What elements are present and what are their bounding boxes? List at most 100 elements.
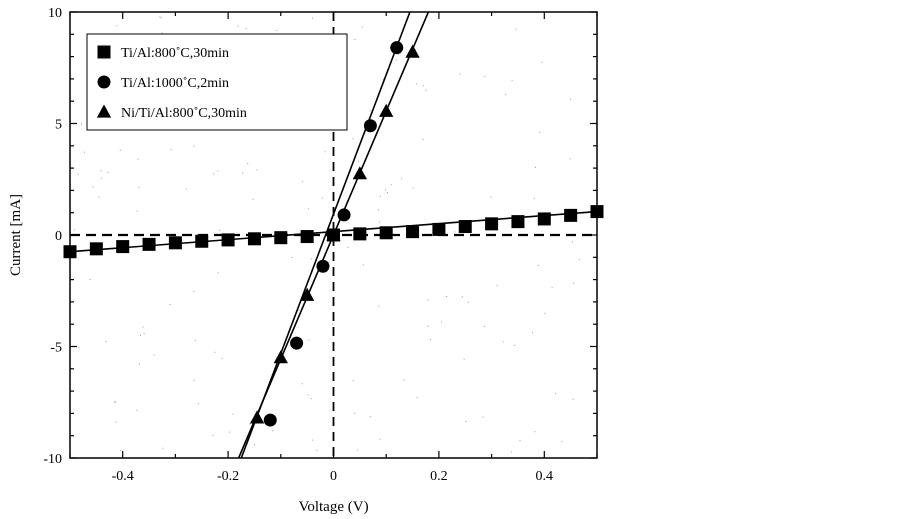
data-points xyxy=(63,41,604,427)
speckle-dot xyxy=(561,440,563,442)
speckle-dot xyxy=(569,158,571,160)
speckle-dot xyxy=(415,83,417,85)
speckle-dot xyxy=(332,323,334,325)
y-tick-label: 5 xyxy=(55,118,62,133)
speckle-dot xyxy=(81,123,82,125)
speckle-dot xyxy=(572,398,574,400)
speckle-dot xyxy=(463,358,465,360)
speckle-dot xyxy=(193,379,195,381)
speckle-dot xyxy=(136,409,138,411)
speckle-dot xyxy=(217,170,219,172)
speckle-dot xyxy=(105,340,107,342)
speckle-dot xyxy=(212,434,214,436)
legend-label-3: Ni/Ti/Al:800˚C,30min xyxy=(121,106,247,121)
speckle-dot xyxy=(308,339,310,341)
speckle-dot xyxy=(245,28,247,29)
data-point-series-1 xyxy=(247,232,261,246)
speckle-dot xyxy=(533,198,535,200)
speckle-dot xyxy=(143,333,145,335)
speckle-dot xyxy=(490,196,492,198)
y-tick-label: 10 xyxy=(48,6,62,21)
speckle-dot xyxy=(114,400,116,402)
speckle-dot xyxy=(555,392,556,394)
speckle-dot xyxy=(425,89,427,91)
legend-label-1: Ti/Al:800˚C,30min xyxy=(121,46,229,61)
speckle-dot xyxy=(379,438,381,440)
data-point-series-3 xyxy=(300,287,315,301)
speckle-dot xyxy=(276,30,278,31)
data-point-series-2 xyxy=(337,208,351,222)
speckle-dot xyxy=(229,431,231,433)
speckle-dot xyxy=(362,264,364,266)
speckle-dot xyxy=(89,279,91,280)
speckle-dot xyxy=(347,246,349,248)
data-point-series-1 xyxy=(195,234,209,248)
legend-marker-3 xyxy=(96,104,112,118)
speckle-dot xyxy=(252,198,254,200)
legend-box xyxy=(86,33,348,131)
data-point-series-1 xyxy=(379,226,393,240)
speckle-dot xyxy=(484,75,486,77)
speckle-dot xyxy=(378,209,379,211)
data-point-series-1 xyxy=(221,233,235,247)
speckle-dot xyxy=(570,98,571,100)
speckle-dot xyxy=(465,421,467,422)
speckle-dot xyxy=(120,449,122,451)
speckle-dot xyxy=(369,416,371,418)
x-tick-label: -0.2 xyxy=(217,469,239,484)
speckle-dot xyxy=(354,39,356,40)
speckle-dot xyxy=(496,285,498,287)
data-point-series-1 xyxy=(564,208,578,222)
data-point-series-1 xyxy=(168,236,182,250)
y-tick-label: -10 xyxy=(43,452,62,467)
speckle-dot xyxy=(159,16,161,18)
speckle-dot xyxy=(311,439,313,441)
speckle-dot xyxy=(161,32,163,34)
y-tick-label: 0 xyxy=(55,229,62,244)
speckle-dot xyxy=(249,423,251,425)
data-point-series-1 xyxy=(458,220,472,234)
speckle-dot xyxy=(519,440,521,442)
legend: Ti/Al:800˚C,30min Ti/Al:1000˚C,2min Ni/Ti/… xyxy=(86,33,348,131)
speckle-dot xyxy=(328,261,330,263)
speckle-dot xyxy=(352,379,354,381)
speckle-dot xyxy=(412,187,414,189)
speckle-dot xyxy=(242,172,243,174)
data-point-series-2 xyxy=(263,413,277,427)
speckle-dot xyxy=(170,149,172,151)
speckle-dot xyxy=(441,321,442,323)
data-point-series-1 xyxy=(485,217,499,231)
speckle-dot xyxy=(385,189,386,191)
speckle-dot xyxy=(354,412,356,414)
data-point-series-1 xyxy=(89,242,103,256)
speckle-dot xyxy=(502,341,504,343)
speckle-dot xyxy=(322,197,324,199)
speckle-dot xyxy=(74,229,76,231)
speckle-dot xyxy=(217,272,219,274)
speckle-dot xyxy=(169,304,171,305)
data-point-series-1 xyxy=(511,215,525,229)
speckle-dot xyxy=(535,166,536,168)
speckle-dot xyxy=(298,309,300,311)
speckle-dot xyxy=(100,177,102,179)
speckle-dot xyxy=(534,431,536,433)
speckle-dot xyxy=(185,188,187,190)
data-point-series-3 xyxy=(249,410,265,424)
speckle-dot xyxy=(551,287,553,289)
data-point-series-2 xyxy=(290,336,304,350)
speckle-dot xyxy=(310,398,312,400)
data-point-series-1 xyxy=(300,230,314,244)
speckle-dot xyxy=(539,131,541,133)
speckle-dot xyxy=(515,28,517,30)
speckle-dot xyxy=(213,173,215,175)
data-point-series-3 xyxy=(273,350,288,364)
data-point-series-3 xyxy=(379,103,394,117)
speckle-dot xyxy=(395,59,397,61)
data-point-series-2 xyxy=(390,41,404,55)
speckle-dot xyxy=(214,351,216,353)
speckle-dot xyxy=(197,403,199,405)
speckle-dot xyxy=(84,151,85,153)
data-point-series-1 xyxy=(537,212,551,226)
data-point-series-1 xyxy=(432,222,446,236)
